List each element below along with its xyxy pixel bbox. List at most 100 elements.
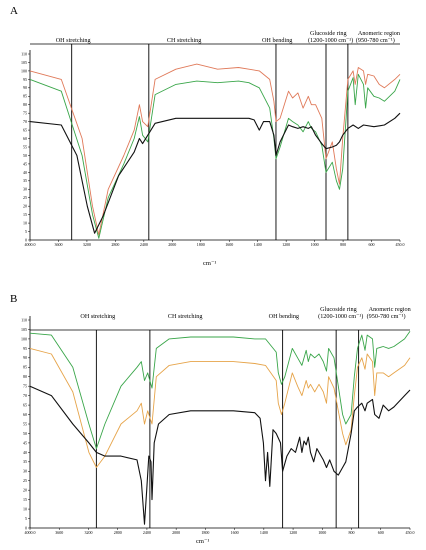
y-tick-label: 15 [23, 497, 27, 502]
y-tick-label: 25 [23, 478, 27, 483]
x-tick-label: 1200 [289, 530, 297, 535]
y-tick-label: 30 [23, 187, 27, 192]
region-label: CH stretching [167, 37, 202, 44]
x-tick-label: 1400 [260, 530, 268, 535]
x-tick-label: 800 [340, 242, 346, 247]
y-tick-label: 70 [23, 393, 27, 398]
y-tick-label: 5 [25, 229, 27, 234]
x-tick-label: 600 [378, 530, 384, 535]
x-tick-label: 2800 [111, 242, 119, 247]
y-tick-label: 80 [23, 102, 27, 107]
series-line-black [29, 112, 401, 234]
x-tick-label: 3600 [55, 530, 63, 535]
x-tick-label: 450.0 [396, 242, 405, 247]
x-tick-label: 1000 [318, 530, 326, 535]
y-tick-label: 15 [23, 212, 27, 217]
x-tick-label: 1600 [231, 530, 239, 535]
x-tick-label: 1400 [254, 242, 262, 247]
y-tick-label: 25 [23, 195, 27, 200]
y-tick-label: 55 [23, 421, 27, 426]
series-line-black [29, 385, 411, 525]
y-tick-label: 110 [21, 317, 27, 322]
y-tick-label: 40 [23, 170, 27, 175]
panel-label-a: A [10, 5, 18, 17]
y-tick-label: 10 [23, 506, 27, 511]
y-tick-label: 75 [23, 384, 27, 389]
series-line-green [29, 73, 401, 239]
y-tick-label: 45 [23, 161, 27, 166]
y-tick-label: 110 [21, 51, 27, 56]
x-tick-label: 1800 [201, 530, 209, 535]
region-label: CH stretching [168, 313, 203, 320]
y-tick-label: 70 [23, 119, 27, 124]
x-tick-label: 2000 [172, 530, 180, 535]
x-tick-label: 800 [349, 530, 355, 535]
x-tick-label: 2400 [140, 242, 148, 247]
y-tick-label: 85 [23, 365, 27, 370]
y-tick-label: 90 [23, 355, 27, 360]
x-tick-label: 450.0 [406, 530, 415, 535]
region-sublabel: (950-780 cm⁻¹) [356, 37, 395, 44]
y-tick-label: 50 [23, 431, 27, 436]
y-tick-label: 0 [25, 237, 27, 242]
y-tick-label: 80 [23, 374, 27, 379]
series-line-orange [29, 63, 401, 236]
x-tick-label: 1800 [197, 242, 205, 247]
region-label: Glucoside ring [310, 30, 347, 37]
y-tick-label: 35 [23, 178, 27, 183]
y-tick-label: 40 [23, 450, 27, 455]
y-tick-label: 100 [21, 336, 27, 341]
y-tick-label: 60 [23, 136, 27, 141]
series-line-amber [29, 347, 411, 468]
y-tick-label: 20 [23, 488, 27, 493]
region-sublabel: (950-780 cm⁻¹) [367, 313, 406, 320]
y-tick-label: 30 [23, 469, 27, 474]
x-tick-label: 1600 [225, 242, 233, 247]
region-label: Anomeric region [369, 306, 411, 313]
chart-panel-b: 0 5 10 15 20 25 30 35 40 45 50 55 60 65 70 75 80 85 90 95 10… [21, 306, 415, 535]
region-label: OH stretching [80, 313, 115, 320]
x-tick-label: 1200 [282, 242, 290, 247]
y-tick-label: 20 [23, 204, 27, 209]
x-tick-label: 4000.0 [25, 242, 36, 247]
y-tick-label: 50 [23, 153, 27, 158]
x-tick-label: 3200 [84, 530, 92, 535]
y-tick-label: 65 [23, 402, 27, 407]
x-tick-label: 2800 [114, 530, 122, 535]
x-tick-label: 3200 [83, 242, 91, 247]
x-tick-label: 600 [369, 242, 375, 247]
y-tick-label: 105 [21, 327, 27, 332]
y-tick-label: 65 [23, 127, 27, 132]
y-tick-label: 105 [21, 60, 27, 65]
y-tick-label: 95 [23, 77, 27, 82]
y-tick-label: 85 [23, 94, 27, 99]
y-tick-label: 5 [25, 516, 27, 521]
y-tick-label: 100 [21, 68, 27, 73]
y-tick-label: 90 [23, 85, 27, 90]
x-tick-label: 4000.0 [25, 530, 36, 535]
region-sublabel: (1200-1000 cm⁻¹) [318, 313, 363, 320]
x-axis-label-b: cm⁻¹ [196, 538, 209, 545]
region-sublabel: (1200-1000 cm⁻¹) [308, 37, 353, 44]
y-tick-label: 35 [23, 459, 27, 464]
y-tick-label: 10 [23, 220, 27, 225]
y-tick-label: 0 [25, 525, 27, 530]
x-tick-label: 2000 [168, 242, 176, 247]
region-label: OH stretching [56, 37, 91, 44]
y-tick-label: 75 [23, 111, 27, 116]
y-tick-label: 45 [23, 440, 27, 445]
x-tick-label: 2400 [143, 530, 151, 535]
x-tick-label: 3600 [54, 242, 62, 247]
y-tick-label: 60 [23, 412, 27, 417]
x-tick-label: 1000 [311, 242, 319, 247]
series-line-green [29, 331, 411, 450]
chart-panel-a: 0 5 10 15 20 25 30 35 40 45 50 55 60 65 70 75 80 85 90 95 10… [21, 30, 405, 247]
x-axis-label-a: cm⁻¹ [203, 260, 216, 267]
region-label: Glucoside ring [320, 306, 357, 313]
region-label: OH bending [269, 313, 299, 320]
y-tick-label: 55 [23, 144, 27, 149]
panel-label-b: B [10, 293, 17, 305]
region-label: OH bending [262, 37, 292, 44]
region-label: Anomeric region [358, 30, 400, 37]
